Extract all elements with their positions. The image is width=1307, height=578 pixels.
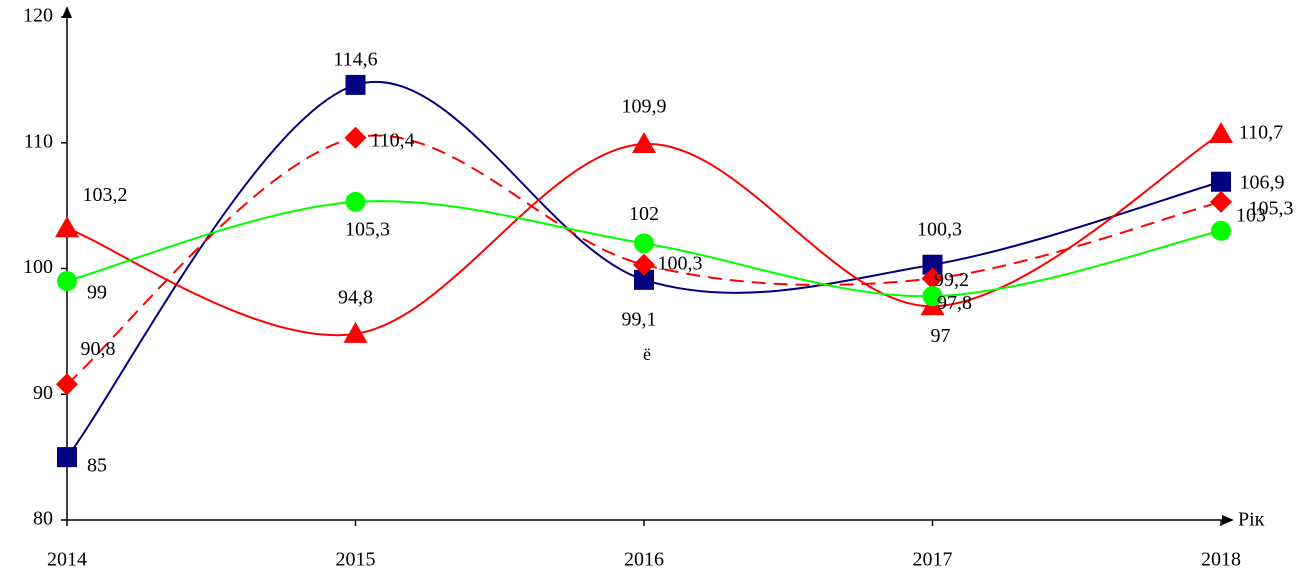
data-label: 103,2 bbox=[83, 184, 128, 206]
marker bbox=[345, 191, 366, 212]
marker bbox=[922, 286, 943, 307]
marker bbox=[1211, 171, 1231, 192]
marker bbox=[57, 271, 77, 292]
marker bbox=[922, 254, 943, 275]
data-label: 105,3 bbox=[1249, 197, 1294, 219]
marker bbox=[57, 447, 77, 468]
data-label: 99,1 bbox=[622, 308, 657, 330]
data-label: 99 bbox=[87, 282, 107, 304]
data-label: 97 bbox=[931, 325, 951, 347]
x-tick-label: 2017 bbox=[913, 549, 953, 571]
marker bbox=[632, 132, 656, 154]
data-label: 110,7 bbox=[1239, 122, 1283, 144]
x-tick-label: 2018 bbox=[1201, 549, 1241, 571]
data-label: 94,8 bbox=[338, 286, 373, 308]
y-axis-arrow bbox=[62, 6, 72, 18]
data-label: 105,3 bbox=[345, 218, 390, 240]
marker bbox=[1210, 190, 1232, 213]
y-tick-label: 90 bbox=[33, 382, 53, 404]
data-label: 109,9 bbox=[622, 96, 667, 118]
marker bbox=[56, 373, 78, 396]
marker bbox=[55, 216, 79, 238]
data-label: 110,4 bbox=[370, 129, 414, 151]
x-axis-arrow bbox=[1222, 515, 1234, 525]
x-axis-label: Рік bbox=[1238, 509, 1265, 531]
series-line bbox=[66, 81, 1222, 458]
data-label: 103 bbox=[1236, 204, 1266, 226]
data-label: 100,3 bbox=[658, 252, 703, 274]
x-tick-label: 2015 bbox=[336, 549, 376, 571]
data-label: 90,8 bbox=[81, 338, 116, 360]
data-label: 114,6 bbox=[333, 48, 377, 70]
marker bbox=[344, 126, 367, 149]
marker bbox=[343, 321, 368, 343]
data-label: 85 bbox=[87, 455, 107, 477]
series-line bbox=[66, 134, 1222, 385]
x-tick-label: 2014 bbox=[47, 549, 87, 571]
marker bbox=[921, 267, 944, 290]
data-label: 99,2 bbox=[934, 269, 969, 291]
x-tick-label: 2016 bbox=[624, 549, 664, 571]
marker bbox=[1209, 121, 1233, 143]
data-label: 97,8 bbox=[937, 292, 972, 314]
y-tick-label: 80 bbox=[33, 508, 53, 530]
y-tick-label: 110 bbox=[24, 130, 53, 152]
data-label: 102 bbox=[629, 203, 659, 225]
y-tick-label: 120 bbox=[23, 5, 53, 27]
marker bbox=[633, 253, 655, 276]
marker bbox=[1211, 220, 1231, 241]
data-label: 106,9 bbox=[1240, 171, 1285, 193]
marker bbox=[634, 233, 654, 254]
data-label: 100,3 bbox=[917, 218, 962, 240]
y-tick-label: 100 bbox=[23, 256, 53, 278]
marker bbox=[345, 74, 366, 95]
marker bbox=[634, 269, 654, 290]
annotation: ё bbox=[643, 344, 651, 364]
